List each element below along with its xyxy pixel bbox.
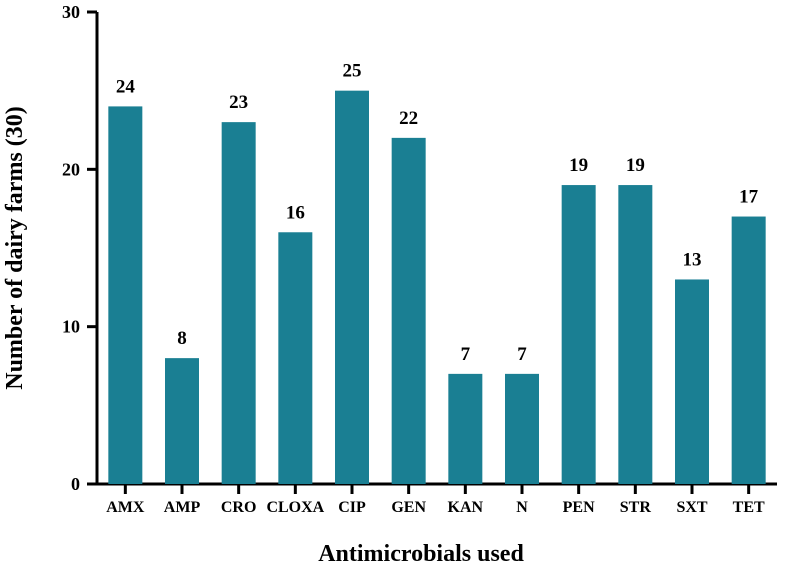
- category-label-amx: AMX: [106, 499, 145, 516]
- y-axis-title: Number of dairy farms (30): [2, 106, 28, 390]
- data-label-cloxa: 16: [286, 202, 305, 223]
- bar-cro: [221, 122, 256, 484]
- category-label-n: N: [516, 499, 528, 516]
- bar-kan: [448, 373, 483, 484]
- category-label-cip: CIP: [338, 499, 366, 516]
- category-label-cloxa: CLOXA: [266, 499, 324, 516]
- data-labels: 24 8 23 16 25 22 7 7 19 19 13 17: [116, 61, 759, 365]
- data-label-amp: 8: [177, 328, 187, 349]
- data-label-pen: 19: [569, 155, 588, 176]
- category-label-amp: AMP: [164, 499, 201, 516]
- bar-pen: [561, 185, 596, 485]
- data-label-sxt: 13: [683, 249, 702, 270]
- category-labels: AMX AMP CRO CLOXA CIP GEN KAN N PEN STR SXT TET: [106, 499, 765, 516]
- y-tick-label: 0: [71, 474, 80, 494]
- x-axis-title: Antimicrobials used: [318, 541, 524, 567]
- data-label-cro: 23: [229, 92, 248, 113]
- data-label-amx: 24: [116, 76, 136, 97]
- category-label-pen: PEN: [563, 499, 595, 516]
- y-axis: 0 10 20 30: [62, 2, 99, 494]
- bars: [108, 90, 766, 485]
- bar-amx: [108, 106, 143, 485]
- category-label-str: STR: [620, 499, 652, 516]
- bar-gen: [391, 137, 426, 484]
- bar-str: [618, 185, 653, 485]
- data-label-tet: 17: [739, 187, 759, 208]
- data-label-str: 19: [626, 155, 645, 176]
- data-label-cip: 25: [343, 61, 362, 82]
- y-tick-label: 30: [62, 2, 80, 22]
- x-axis: [95, 482, 777, 494]
- bar-n: [505, 373, 539, 484]
- bar-cloxa: [278, 232, 313, 484]
- y-tick-label: 20: [62, 159, 80, 179]
- bar-cip: [335, 90, 369, 485]
- bar-tet: [731, 216, 766, 485]
- bar-amp: [165, 358, 199, 484]
- category-label-sxt: SXT: [676, 499, 707, 516]
- bar-sxt: [675, 279, 709, 484]
- data-label-kan: 7: [461, 344, 471, 365]
- data-label-gen: 22: [399, 108, 418, 129]
- category-label-kan: KAN: [448, 499, 484, 516]
- category-label-cro: CRO: [221, 499, 257, 516]
- category-label-tet: TET: [733, 499, 765, 516]
- y-tick-label: 10: [62, 317, 80, 337]
- data-label-n: 7: [517, 344, 527, 365]
- category-label-gen: GEN: [391, 499, 426, 516]
